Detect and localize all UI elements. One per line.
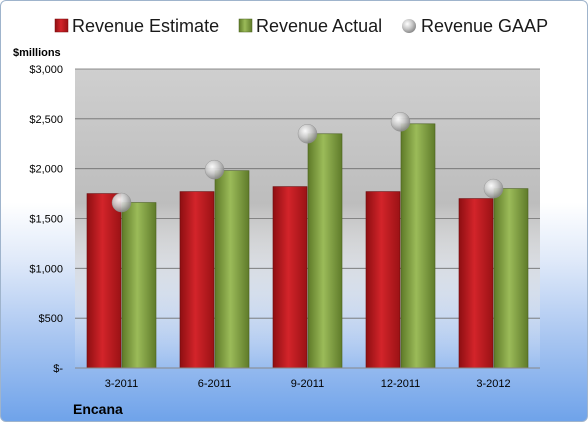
x-tick-label: 9-2011 — [291, 378, 324, 390]
y-tick-label: $2,500 — [29, 114, 63, 126]
bar-estimate-3-2011 — [86, 193, 122, 369]
x-tick-label: 6-2011 — [198, 378, 231, 390]
marker-gaap-3-2012 — [483, 178, 504, 199]
marker-gaap-9-2011 — [297, 124, 318, 144]
bar-estimate-3-2012 — [458, 198, 494, 369]
legend-item-gaap: Revenue GAAP — [402, 16, 548, 36]
bar-actual-6-2011 — [214, 170, 250, 369]
bar-estimate-9-2011 — [272, 186, 308, 369]
gaap-markers — [111, 112, 504, 213]
bars — [86, 123, 529, 369]
y-axis-units: $millions — [13, 47, 61, 59]
bar-actual-3-2012 — [493, 188, 529, 369]
legend-label-actual: Revenue Actual — [256, 16, 382, 36]
legend-item-estimate: Revenue Estimate — [54, 16, 219, 36]
bar-actual-12-2011 — [400, 123, 436, 369]
x-tick-label: 12-2011 — [381, 378, 421, 390]
bar-actual-3-2011 — [121, 202, 157, 369]
legend-swatch-estimate — [54, 18, 69, 33]
bar-estimate-12-2011 — [365, 191, 401, 369]
x-tick-label: 3-2012 — [476, 378, 510, 390]
legend: Revenue Estimate Revenue Actual Revenue … — [54, 16, 548, 36]
y-tick-label: $500 — [39, 313, 63, 325]
y-axis-ticks: $- $500 $1,000 $1,500 $2,000 $2,500 $3,000 — [29, 64, 63, 375]
company-name: Encana — [73, 401, 123, 417]
x-tick-label: 3-2011 — [105, 378, 138, 390]
y-tick-label: $1,000 — [29, 263, 63, 275]
marker-gaap-6-2011 — [204, 159, 225, 180]
y-tick-label: $1,500 — [29, 214, 63, 226]
legend-swatch-gaap — [402, 19, 416, 33]
legend-label-gaap: Revenue GAAP — [421, 16, 548, 36]
legend-label-estimate: Revenue Estimate — [72, 16, 219, 36]
bar-estimate-6-2011 — [179, 191, 215, 369]
marker-gaap-3-2011 — [111, 192, 132, 213]
legend-swatch-actual — [238, 18, 253, 33]
legend-item-actual: Revenue Actual — [238, 16, 382, 36]
marker-gaap-12-2011 — [390, 112, 411, 132]
y-tick-label: $2,000 — [29, 164, 63, 176]
x-axis-ticks: 3-2011 6-2011 9-2011 12-2011 3-2012 — [105, 378, 511, 390]
y-tick-label: $- — [53, 363, 63, 375]
y-tick-label: $3,000 — [29, 64, 63, 76]
bar-actual-9-2011 — [307, 133, 343, 369]
